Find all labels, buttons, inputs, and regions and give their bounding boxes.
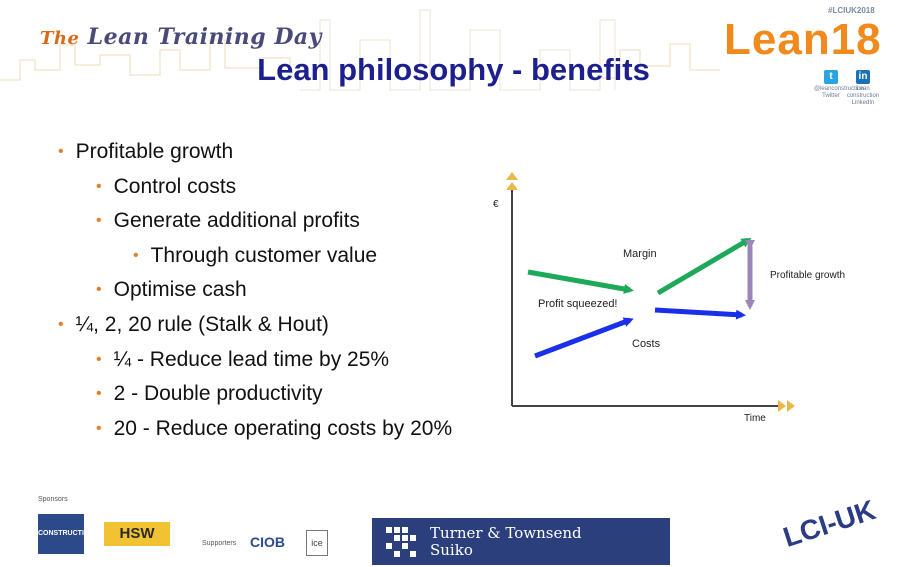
- linkedin-icon: in: [856, 70, 870, 84]
- bullet-dot-icon: •: [96, 212, 102, 229]
- twitter-caption-platform: Twitter: [822, 93, 840, 99]
- linkedin-link[interactable]: in Lean construction LinkedIn: [846, 70, 880, 107]
- main-sponsor-subname: Suiko: [430, 541, 473, 559]
- linkedin-caption: Lean construction: [846, 86, 880, 99]
- lci-uk-logo: LCI-UK: [779, 494, 880, 553]
- linkedin-caption-platform: LinkedIn: [851, 100, 875, 106]
- supporters-label: Supporters: [202, 540, 237, 547]
- main-sponsor-name: Turner & Townsend: [430, 524, 582, 542]
- supporter-logo-ciob: CIOB: [250, 534, 285, 550]
- bullet-item: • Generate additional profits: [96, 209, 360, 232]
- bullet-dot-icon: •: [96, 420, 102, 437]
- bullet-dot-icon: •: [96, 178, 102, 195]
- twitter-caption: @leanconstruction: [814, 86, 864, 92]
- bullet-item: • Optimise cash: [96, 278, 247, 301]
- bullet-item: • Profitable growth: [58, 140, 234, 163]
- bullet-item: • ¼, 2, 20 rule (Stalk & Hout): [58, 313, 329, 336]
- bullet-item: • Control costs: [96, 175, 237, 198]
- x-axis-label: Time: [744, 413, 766, 424]
- margin-label: Margin: [623, 248, 657, 260]
- margin-growth-arrow: [656, 237, 752, 296]
- profitable-growth-label: Profitable growth: [770, 270, 845, 281]
- sponsors-label: Sponsors: [38, 496, 68, 503]
- bullet-item: • 2 - Double productivity: [96, 382, 323, 405]
- bullet-dot-icon: •: [58, 143, 64, 160]
- bullet-item: • ¼ - Reduce lead time by 25%: [96, 348, 390, 371]
- bullet-dot-icon: •: [96, 281, 102, 298]
- sponsor-logo-construction: CONSTRUCTION: [38, 514, 94, 554]
- bullet-item: • 20 - Reduce operating costs by 20%: [96, 417, 453, 440]
- y-axis-label: €: [493, 199, 499, 210]
- supporter-logo-ice: ice: [306, 530, 328, 556]
- costs-flat-arrow: [654, 307, 746, 320]
- twitter-icon: t: [824, 70, 838, 84]
- bullet-dot-icon: •: [133, 247, 139, 264]
- lean18-logo: Lean18: [724, 15, 882, 64]
- y-axis-arrow-icon: [506, 172, 518, 190]
- event-hashtag: #LCIUK2018: [828, 6, 875, 15]
- x-axis-arrow-icon: [778, 400, 795, 412]
- profit-diagram: € Time Margin Profitable growth Profit s…: [493, 172, 845, 424]
- bullet-dot-icon: •: [58, 316, 64, 333]
- turner-townsend-grid-icon: [386, 527, 416, 557]
- slide-title: Lean philosophy - benefits: [257, 52, 650, 87]
- event-logo: The Lean Training Day: [40, 24, 322, 50]
- bullet-item: • Through customer value: [133, 244, 378, 267]
- twitter-link[interactable]: t @leanconstruction Twitter: [814, 70, 864, 100]
- skyline-banner: [0, 9, 720, 91]
- turner-townsend-logo: Turner & Townsend Suiko: [372, 518, 670, 565]
- bullet-dot-icon: •: [96, 385, 102, 402]
- costs-rising-arrow: [534, 317, 634, 359]
- sponsor-logo-hsw: HSW: [104, 522, 170, 546]
- profit-squeezed-label: Profit squeezed!: [538, 298, 618, 310]
- costs-label: Costs: [632, 338, 661, 350]
- bullet-dot-icon: •: [96, 351, 102, 368]
- margin-squeezed-arrow: [527, 269, 634, 294]
